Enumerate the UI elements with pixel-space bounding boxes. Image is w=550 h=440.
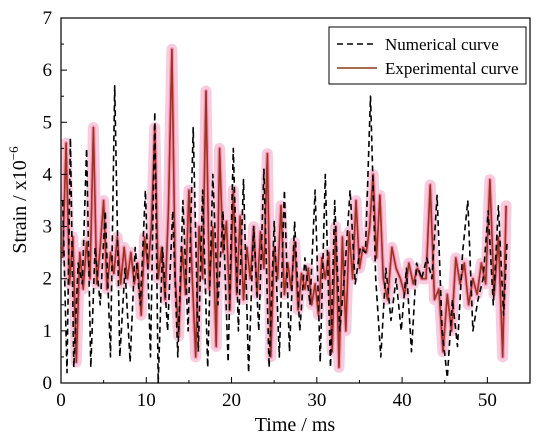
series-layer	[61, 48, 508, 383]
legend: Numerical curve Experimental curve	[328, 26, 527, 85]
x-tick-label: 10	[137, 390, 156, 411]
y-axis-title-text: Strain / x10	[9, 160, 31, 253]
x-tick-label: 40	[393, 390, 412, 411]
y-tick-label: 7	[43, 8, 53, 29]
y-tick-label: 5	[43, 112, 53, 133]
y-tick-label: 3	[43, 217, 53, 238]
x-tick-label: 0	[56, 390, 66, 411]
y-axis-title: Strain / x10−6	[6, 146, 31, 254]
x-tick-label: 20	[222, 390, 241, 411]
y-tick-label: 6	[43, 60, 53, 81]
series-line-numerical	[61, 85, 508, 383]
y-tick-label: 2	[43, 269, 53, 290]
y-axis: 0 1 2 3 4 5 6 7	[43, 8, 67, 394]
y-axis-title-exponent: −6	[6, 146, 21, 160]
legend-label-experimental: Experimental curve	[385, 59, 519, 78]
y-tick-label: 0	[43, 373, 53, 394]
y-tick-label: 4	[43, 164, 53, 185]
x-axis: 0 10 20 30 40 50	[56, 377, 497, 411]
y-tick-label: 1	[43, 321, 53, 342]
legend-label-numerical: Numerical curve	[385, 35, 499, 54]
x-axis-title: Time / ms	[255, 414, 336, 436]
x-tick-label: 50	[478, 390, 497, 411]
x-tick-label: 30	[307, 390, 326, 411]
experimental-band-layer	[61, 43, 512, 373]
legend-box	[328, 26, 527, 85]
